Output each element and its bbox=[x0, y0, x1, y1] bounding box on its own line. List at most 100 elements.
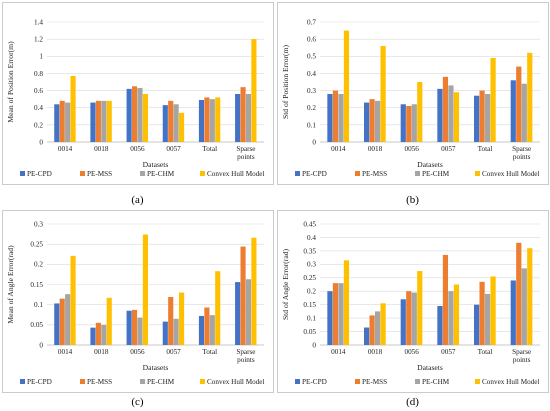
x-tick-label: 0018 bbox=[94, 348, 109, 356]
bar-convex-hull-model-total bbox=[490, 58, 496, 142]
legend-swatch bbox=[80, 379, 85, 384]
bar-pe-cpd-0014 bbox=[54, 303, 60, 345]
bar-pe-mss-0014 bbox=[59, 100, 65, 142]
y-tick-label: 0.05 bbox=[303, 328, 316, 336]
bar-pe-chm-total bbox=[209, 315, 215, 345]
legend-entry: Convex Hull Model bbox=[207, 378, 265, 386]
bar-pe-chm-0014 bbox=[65, 102, 71, 142]
bar-pe-mss-0057 bbox=[442, 76, 449, 142]
x-tick-label: 0018 bbox=[94, 145, 109, 153]
bar-pe-chm-0056 bbox=[411, 104, 417, 142]
bar-pe-cpd-total bbox=[198, 100, 205, 142]
legend: PE-CPD PE-MSS PE-CHM Convex Hull Model bbox=[20, 378, 265, 386]
bar-convex-hull-model-0018 bbox=[380, 46, 386, 142]
x-tick-label: 0057 bbox=[166, 348, 181, 356]
bar-pe-mss-sparse-points bbox=[516, 66, 522, 142]
panel-caption: (c) bbox=[131, 396, 144, 408]
x-axis-title: Datasets bbox=[417, 160, 443, 169]
y-tick-label: 0.2 bbox=[307, 104, 316, 112]
legend-swatch bbox=[200, 171, 205, 176]
y-axis-title: Std of Angle Error(rad) bbox=[281, 249, 290, 321]
legend: PE-CPD PE-MSS PE-CHM Convex Hull Model bbox=[20, 170, 265, 178]
legend-entry: Convex Hull Model bbox=[482, 378, 540, 386]
y-tick-label: 0.15 bbox=[303, 301, 316, 309]
bar-pe-cpd-0056 bbox=[126, 310, 132, 345]
x-tick-label: 0056 bbox=[404, 348, 419, 356]
bar-convex-hull-model-0018 bbox=[106, 297, 112, 345]
y-tick-label: 0.3 bbox=[34, 220, 43, 228]
panel-frame bbox=[277, 2, 549, 185]
bar-convex-hull-model-sparse-points bbox=[251, 237, 257, 345]
x-axis-title: Datasets bbox=[417, 363, 443, 372]
bar-pe-chm-sparse-points bbox=[245, 94, 252, 142]
x-tick-label: 0057 bbox=[441, 145, 456, 153]
bar-pe-mss-0014 bbox=[332, 90, 339, 142]
bar-pe-mss-0018 bbox=[95, 100, 101, 142]
bar-convex-hull-model-total bbox=[215, 97, 221, 142]
bar-pe-mss-total bbox=[479, 281, 485, 345]
bar-pe-cpd-0014 bbox=[327, 94, 333, 142]
legend: PE-CPD PE-MSS PE-CHM Convex Hull Model bbox=[295, 378, 540, 386]
bar-convex-hull-model-sparse-points bbox=[527, 248, 533, 345]
bar-pe-cpd-sparse-points bbox=[235, 94, 241, 142]
bar-pe-cpd-sparse-points bbox=[235, 282, 241, 345]
y-tick-label: 0.25 bbox=[30, 241, 43, 249]
bar-pe-cpd-0014 bbox=[54, 104, 60, 142]
bar-pe-mss-0018 bbox=[369, 315, 375, 345]
x-tick-label: points bbox=[237, 153, 255, 161]
y-tick-label: 0.1 bbox=[307, 121, 316, 129]
bar-convex-hull-model-0014 bbox=[343, 260, 350, 345]
panel-caption: (a) bbox=[131, 194, 144, 206]
legend-swatch bbox=[355, 379, 360, 384]
legend-entry: PE-CPD bbox=[302, 378, 327, 386]
x-tick-label: points bbox=[513, 153, 531, 161]
panel-caption: (b) bbox=[406, 194, 419, 206]
y-axis-title: Mean of Angle Error(rad) bbox=[6, 245, 15, 324]
bar-pe-mss-sparse-points bbox=[240, 246, 246, 345]
x-tick-label: Sparse bbox=[236, 145, 255, 153]
y-tick-label: 0 bbox=[312, 138, 316, 146]
y-tick-label: 0.4 bbox=[307, 70, 316, 78]
x-tick-label: 0014 bbox=[331, 348, 346, 356]
x-tick-label: 0014 bbox=[58, 348, 73, 356]
bar-pe-chm-0018 bbox=[375, 311, 381, 345]
y-tick-label: 0.4 bbox=[34, 104, 43, 112]
bar-pe-chm-0014 bbox=[338, 283, 344, 345]
bar-pe-mss-0014 bbox=[332, 283, 339, 345]
legend-swatch bbox=[140, 379, 145, 384]
x-tick-label: 0057 bbox=[166, 145, 181, 153]
y-tick-label: 0.6 bbox=[307, 36, 316, 44]
y-tick-label: 0.25 bbox=[303, 274, 316, 282]
bar-convex-hull-model-0057 bbox=[179, 112, 185, 142]
bar-convex-hull-model-0057 bbox=[453, 284, 460, 345]
bar-pe-cpd-sparse-points bbox=[510, 280, 516, 345]
y-tick-label: 0.1 bbox=[307, 315, 316, 323]
y-tick-label: 0.3 bbox=[307, 261, 316, 269]
bar-pe-cpd-total bbox=[198, 315, 205, 345]
x-tick-label: Total bbox=[202, 145, 217, 153]
bar-pe-cpd-0018 bbox=[90, 102, 96, 142]
bar-pe-chm-total bbox=[485, 94, 491, 142]
chart-panel-d: 0 0.05 0.1 0.15 0.2 0.25 0.3 0.35 0.4 0.45 0014 001… bbox=[277, 210, 549, 408]
bar-pe-chm-0057 bbox=[173, 104, 179, 142]
bar-pe-mss-sparse-points bbox=[516, 242, 522, 345]
legend-swatch bbox=[200, 379, 205, 384]
x-tick-label: points bbox=[513, 356, 531, 364]
bar-pe-cpd-0018 bbox=[364, 102, 370, 142]
legend-entry: PE-CPD bbox=[27, 378, 52, 386]
x-tick-label: 0057 bbox=[441, 348, 456, 356]
legend-swatch bbox=[475, 379, 480, 384]
legend-entry: PE-CPD bbox=[27, 170, 52, 178]
y-tick-label: 0 bbox=[39, 341, 43, 349]
legend-swatch bbox=[415, 379, 420, 384]
x-tick-label: 0056 bbox=[130, 348, 145, 356]
legend-entry: PE-MSS bbox=[362, 170, 387, 178]
legend-entry: Convex Hull Model bbox=[482, 170, 540, 178]
legend-swatch bbox=[20, 379, 25, 384]
bar-pe-chm-sparse-points bbox=[521, 83, 527, 142]
x-tick-label: 0056 bbox=[130, 145, 145, 153]
bar-pe-cpd-total bbox=[474, 304, 480, 345]
bar-convex-hull-model-0018 bbox=[380, 303, 386, 345]
y-tick-label: 0.6 bbox=[34, 87, 43, 95]
y-tick-label: 0.5 bbox=[307, 53, 316, 61]
